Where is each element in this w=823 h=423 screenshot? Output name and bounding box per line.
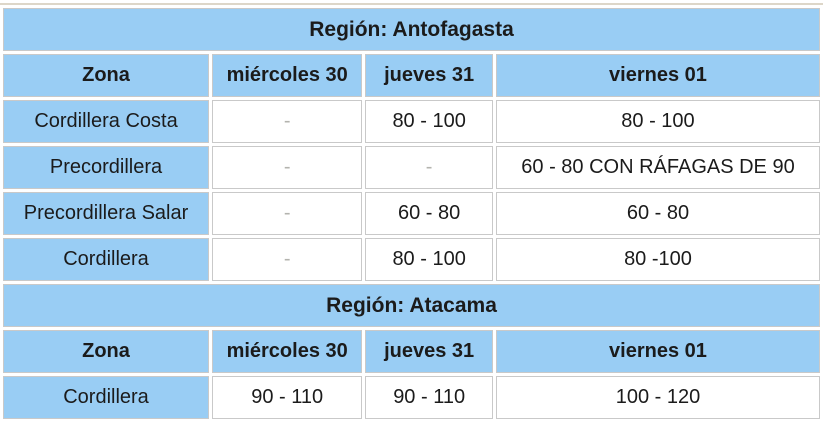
value-cell: 100 - 120 [495, 376, 820, 419]
value-cell: - [212, 100, 363, 143]
column-header-viernes-01: viernes 01 [495, 54, 820, 97]
column-header-jueves-31: jueves 31 [365, 54, 493, 97]
region-header-row-antofagasta: Región: Antofagasta [3, 8, 820, 51]
table-row-cordillera-atacama: Cordillera 90 - 110 90 - 110 100 - 120 [3, 376, 820, 419]
value-cell: 90 - 110 [365, 376, 493, 419]
column-header-jueves-31: jueves 31 [365, 330, 493, 373]
column-header-miercoles-30: miércoles 30 [212, 330, 363, 373]
value-cell: - [365, 146, 493, 189]
column-header-row-atacama: Zona miércoles 30 jueves 31 viernes 01 [3, 330, 820, 373]
value-cell: 60 - 80 [495, 192, 820, 235]
wind-forecast-table: Región: Antofagasta Zona miércoles 30 ju… [0, 3, 823, 422]
column-header-viernes-01: viernes 01 [495, 330, 820, 373]
value-cell: - [212, 192, 363, 235]
zone-cell: Precordillera [3, 146, 210, 189]
table-row-cordillera: Cordillera - 80 - 100 80 -100 [3, 238, 820, 281]
table-row-cordillera-costa: Cordillera Costa - 80 - 100 80 - 100 [3, 100, 820, 143]
column-header-miercoles-30: miércoles 30 [212, 54, 363, 97]
zone-cell: Precordillera Salar [3, 192, 210, 235]
value-cell: - [212, 146, 363, 189]
zone-cell: Cordillera Costa [3, 100, 210, 143]
value-cell: 80 - 100 [495, 100, 820, 143]
value-cell: 90 - 110 [212, 376, 363, 419]
zone-cell: Cordillera [3, 238, 210, 281]
value-cell: 60 - 80 [365, 192, 493, 235]
region-header-row-atacama: Región: Atacama [3, 284, 820, 327]
value-cell: 80 - 100 [365, 238, 493, 281]
column-header-zona: Zona [3, 330, 210, 373]
zone-cell: Cordillera [3, 376, 210, 419]
column-header-row-antofagasta: Zona miércoles 30 jueves 31 viernes 01 [3, 54, 820, 97]
value-cell: 80 -100 [495, 238, 820, 281]
value-cell: - [212, 238, 363, 281]
table-row-precordillera: Precordillera - - 60 - 80 CON RÁFAGAS DE… [3, 146, 820, 189]
region-title-antofagasta: Región: Antofagasta [3, 8, 820, 51]
value-cell: 60 - 80 CON RÁFAGAS DE 90 [495, 146, 820, 189]
table-row-precordillera-salar: Precordillera Salar - 60 - 80 60 - 80 [3, 192, 820, 235]
column-header-zona: Zona [3, 54, 210, 97]
value-cell: 80 - 100 [365, 100, 493, 143]
region-title-atacama: Región: Atacama [3, 284, 820, 327]
